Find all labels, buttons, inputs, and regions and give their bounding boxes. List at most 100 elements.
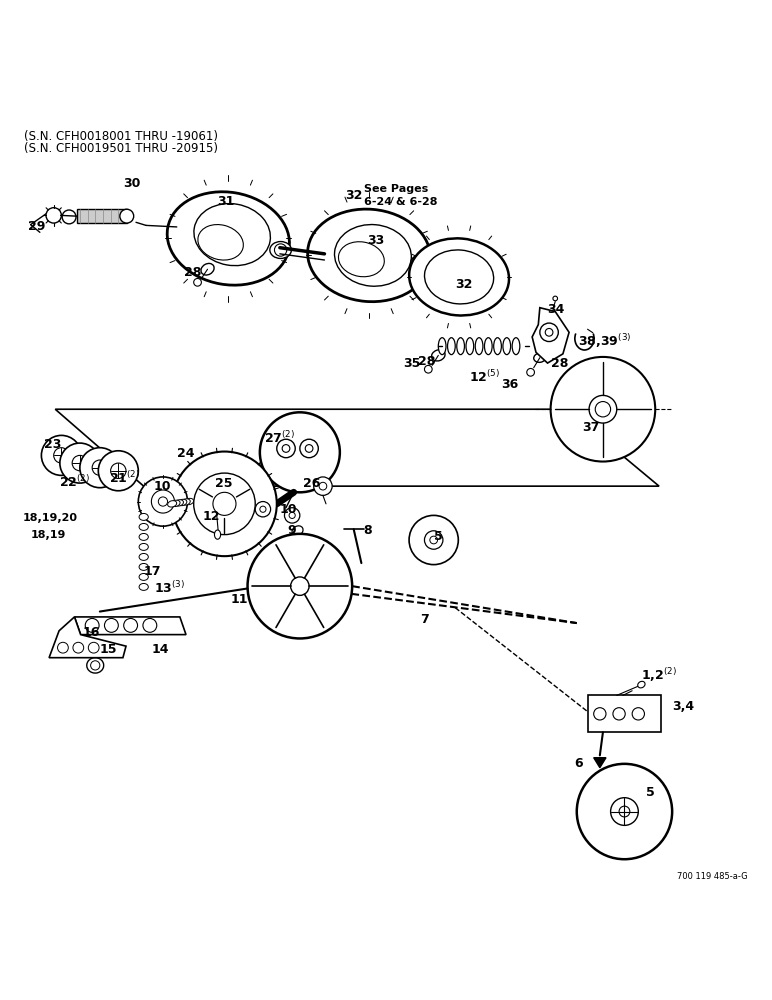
Ellipse shape <box>493 338 501 355</box>
Text: See Pages
6-24 & 6-28: See Pages 6-24 & 6-28 <box>364 184 438 207</box>
Ellipse shape <box>485 338 493 355</box>
Ellipse shape <box>527 368 534 376</box>
Circle shape <box>104 618 118 632</box>
Text: 28: 28 <box>551 357 569 370</box>
Polygon shape <box>532 308 569 363</box>
Text: 22$^{(2)}$: 22$^{(2)}$ <box>59 474 90 490</box>
Ellipse shape <box>139 533 148 540</box>
Text: 38,39$^{(3)}$: 38,39$^{(3)}$ <box>578 333 631 350</box>
Ellipse shape <box>139 513 148 520</box>
Circle shape <box>92 460 107 475</box>
Circle shape <box>260 506 266 512</box>
Text: 34: 34 <box>547 303 565 316</box>
Circle shape <box>46 208 62 223</box>
Polygon shape <box>74 617 186 635</box>
Circle shape <box>545 328 553 336</box>
Circle shape <box>151 490 174 513</box>
Ellipse shape <box>425 250 493 304</box>
Circle shape <box>80 448 120 488</box>
Ellipse shape <box>466 338 474 355</box>
Circle shape <box>42 435 81 475</box>
Circle shape <box>290 577 309 595</box>
Ellipse shape <box>139 553 148 560</box>
Text: 37: 37 <box>582 421 600 434</box>
Ellipse shape <box>334 225 411 286</box>
Circle shape <box>72 455 87 471</box>
Text: 18,19,20: 18,19,20 <box>23 513 78 523</box>
Ellipse shape <box>533 353 546 362</box>
Text: 13$^{(3)}$: 13$^{(3)}$ <box>154 580 185 596</box>
Text: 24: 24 <box>177 447 195 460</box>
Ellipse shape <box>139 583 148 590</box>
Ellipse shape <box>448 338 455 355</box>
Ellipse shape <box>139 523 148 530</box>
Bar <box>76 209 127 223</box>
Text: 35: 35 <box>403 357 420 370</box>
Ellipse shape <box>171 500 180 507</box>
Text: 5: 5 <box>646 786 655 799</box>
Circle shape <box>73 642 83 653</box>
Circle shape <box>313 477 332 495</box>
Text: 29: 29 <box>29 220 46 233</box>
Circle shape <box>540 323 558 342</box>
Text: 25: 25 <box>215 477 232 490</box>
Circle shape <box>85 618 99 632</box>
Text: 12: 12 <box>203 510 221 523</box>
Ellipse shape <box>411 255 432 272</box>
Ellipse shape <box>181 499 190 505</box>
Text: 27$^{(2)}$: 27$^{(2)}$ <box>265 431 296 446</box>
Circle shape <box>138 477 188 526</box>
Ellipse shape <box>512 338 520 355</box>
Text: 10: 10 <box>154 480 171 493</box>
Circle shape <box>300 439 318 458</box>
Ellipse shape <box>438 338 446 355</box>
Circle shape <box>120 209 134 223</box>
Ellipse shape <box>292 526 303 536</box>
Circle shape <box>613 708 625 720</box>
Circle shape <box>88 642 99 653</box>
Circle shape <box>275 244 286 256</box>
Ellipse shape <box>425 365 432 373</box>
Circle shape <box>58 642 68 653</box>
Ellipse shape <box>139 563 148 570</box>
Circle shape <box>90 661 100 670</box>
Text: 11: 11 <box>231 593 248 606</box>
Text: 32: 32 <box>345 189 363 202</box>
Text: 9: 9 <box>287 524 296 537</box>
Text: 32: 32 <box>455 278 472 291</box>
Text: 6: 6 <box>574 757 583 770</box>
Ellipse shape <box>168 192 290 285</box>
Ellipse shape <box>553 296 557 301</box>
Text: 8: 8 <box>363 524 371 537</box>
Text: 15: 15 <box>100 643 117 656</box>
Text: 36: 36 <box>501 378 519 391</box>
Ellipse shape <box>638 681 645 688</box>
Circle shape <box>409 515 459 565</box>
Text: 7: 7 <box>421 613 429 626</box>
Text: 14: 14 <box>151 643 169 656</box>
Ellipse shape <box>139 573 148 580</box>
Circle shape <box>282 445 290 452</box>
Polygon shape <box>594 758 606 768</box>
Ellipse shape <box>185 498 194 505</box>
Circle shape <box>284 508 300 523</box>
Ellipse shape <box>503 338 510 355</box>
Polygon shape <box>49 617 126 658</box>
Ellipse shape <box>409 238 509 315</box>
Circle shape <box>594 708 606 720</box>
Text: 16: 16 <box>82 626 100 639</box>
Text: 5: 5 <box>434 530 442 543</box>
Circle shape <box>632 708 645 720</box>
Ellipse shape <box>178 499 187 506</box>
Ellipse shape <box>457 338 465 355</box>
Circle shape <box>425 531 443 549</box>
Ellipse shape <box>194 204 270 266</box>
Text: 28: 28 <box>418 355 435 368</box>
Text: 10: 10 <box>279 503 297 516</box>
Circle shape <box>256 502 271 517</box>
Circle shape <box>289 512 295 518</box>
Ellipse shape <box>307 209 431 302</box>
Text: 26: 26 <box>303 477 320 490</box>
Circle shape <box>619 806 630 817</box>
Text: 31: 31 <box>217 195 234 208</box>
